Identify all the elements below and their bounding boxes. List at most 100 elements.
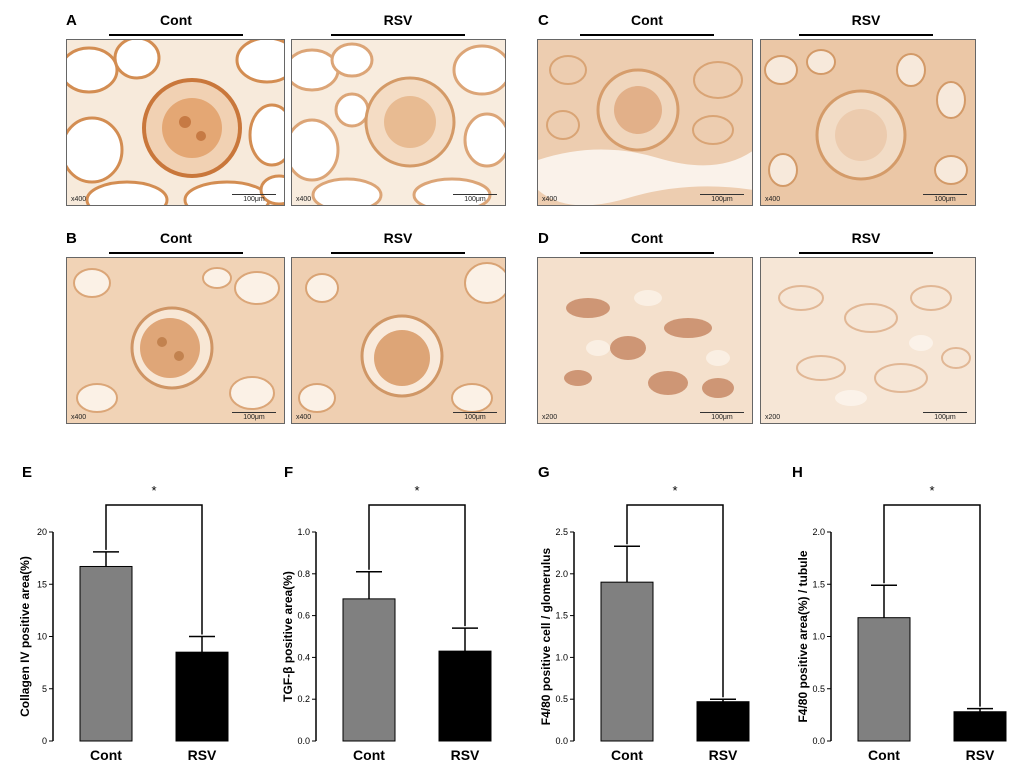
scale-bar: 100μm (923, 194, 967, 203)
scale-bar: 100μm (923, 412, 967, 421)
significance-star: * (929, 483, 934, 498)
micrograph-a-cont: x400 100μm (66, 39, 285, 206)
tissue-image (292, 258, 505, 423)
magnification-label: x400 (765, 196, 781, 203)
category-label: RSV (451, 747, 480, 763)
magnification-label: x400 (71, 196, 87, 203)
tissue-image (538, 258, 752, 423)
panel-label-h: H (792, 464, 803, 481)
group-line-rsv-a (331, 34, 465, 36)
magnification-label: x400 (542, 196, 558, 203)
tissue-image (538, 40, 752, 205)
panel-label-b: B (66, 230, 77, 247)
y-tick-label: 0.0 (297, 736, 310, 746)
magnification-label: x200 (765, 414, 781, 421)
y-tick-label: 5 (42, 684, 47, 694)
y-tick-label: 10 (37, 632, 47, 642)
scale-bar: 100μm (700, 412, 744, 421)
y-tick-label: 1.0 (555, 652, 568, 662)
significance-star: * (414, 483, 419, 498)
y-tick-label: 2.0 (812, 527, 825, 537)
panel-label-a: A (66, 12, 77, 29)
y-tick-label: 0.2 (297, 694, 310, 704)
micrograph-b-rsv: x400 100μm (291, 257, 506, 424)
panel-label-c: C (538, 12, 549, 29)
magnification-label: x400 (296, 414, 312, 421)
micrograph-b-cont: x400 100μm (66, 257, 285, 424)
y-tick-label: 0.0 (812, 736, 825, 746)
group-line-cont-d (580, 252, 714, 254)
micrograph-d-cont: x200 100μm (537, 257, 753, 424)
scale-bar: 100μm (453, 194, 497, 203)
group-label-rsv-d: RSV (851, 230, 881, 246)
y-tick-label: 0.5 (812, 684, 825, 694)
scale-bar: 100μm (232, 412, 276, 421)
bar-rsv (696, 701, 750, 742)
bar-cont (857, 617, 911, 742)
y-tick-label: 20 (37, 527, 47, 537)
tissue-image (761, 258, 975, 423)
y-axis-label: TGF-β positive area(%) (281, 571, 295, 702)
y-tick-label: 1.0 (297, 527, 310, 537)
panel-label-f: F (284, 464, 293, 481)
y-axis-label: F4/80 positive area(%) / tubule (796, 550, 810, 722)
group-line-cont-b (109, 252, 243, 254)
y-tick-label: 1.5 (555, 611, 568, 621)
group-label-cont-c: Cont (631, 12, 663, 28)
group-label-rsv-c: RSV (851, 12, 881, 28)
group-label-rsv-a: RSV (383, 12, 413, 28)
significance-star: * (672, 483, 677, 498)
y-tick-label: 0.6 (297, 611, 310, 621)
bar-charts: E 0 5 10 15 20 Collagen IV positive area(%) Con… (18, 464, 1007, 763)
magnification-label: x200 (542, 414, 558, 421)
tissue-image (67, 40, 284, 205)
y-tick-label: 0.0 (555, 736, 568, 746)
y-tick-label: 0.8 (297, 569, 310, 579)
group-label-cont-b: Cont (160, 230, 192, 246)
y-axis-label: Collagen IV positive area(%) (18, 556, 32, 717)
y-tick-label: 0.4 (297, 652, 310, 662)
panel-label-d: D (538, 230, 549, 247)
category-label: Cont (353, 747, 385, 763)
group-line-rsv-c (799, 34, 933, 36)
scale-bar: 100μm (232, 194, 276, 203)
bar-rsv (953, 711, 1007, 742)
y-tick-label: 0 (42, 736, 47, 746)
group-line-cont-c (580, 34, 714, 36)
tissue-image (67, 258, 284, 423)
significance-bracket (883, 504, 981, 707)
scale-bar: 100μm (700, 194, 744, 203)
bar-cont (79, 565, 133, 742)
bar-cont (600, 581, 654, 742)
y-tick-label: 15 (37, 579, 47, 589)
micrograph-c-rsv: x400 100μm (760, 39, 976, 206)
magnification-label: x400 (71, 414, 87, 421)
tissue-image (292, 40, 505, 205)
category-label: Cont (868, 747, 900, 763)
micrograph-a-rsv: x400 100μm (291, 39, 506, 206)
y-tick-label: 1.0 (812, 632, 825, 642)
category-label: RSV (188, 747, 217, 763)
bar-rsv (438, 650, 492, 742)
significance-bracket (105, 504, 203, 635)
significance-star: * (151, 483, 156, 498)
micrograph-c-cont: x400 100μm (537, 39, 753, 206)
group-line-rsv-d (799, 252, 933, 254)
panel-label-g: G (538, 464, 550, 481)
significance-bracket (626, 504, 724, 698)
category-label: RSV (966, 747, 995, 763)
y-tick-label: 1.5 (812, 579, 825, 589)
group-label-cont-a: Cont (160, 12, 192, 28)
tissue-image (761, 40, 975, 205)
scale-bar: 100μm (453, 412, 497, 421)
group-line-cont-a (109, 34, 243, 36)
category-label: Cont (611, 747, 643, 763)
y-axis-label: F4/80 positive cell / glomerulus (539, 547, 553, 725)
y-tick-label: 2.5 (555, 527, 568, 537)
bar-rsv (175, 651, 229, 742)
y-tick-label: 0.5 (555, 694, 568, 704)
micrograph-d-rsv: x200 100μm (760, 257, 976, 424)
bar-cont (342, 598, 396, 742)
group-label-cont-d: Cont (631, 230, 663, 246)
group-label-rsv-b: RSV (383, 230, 413, 246)
